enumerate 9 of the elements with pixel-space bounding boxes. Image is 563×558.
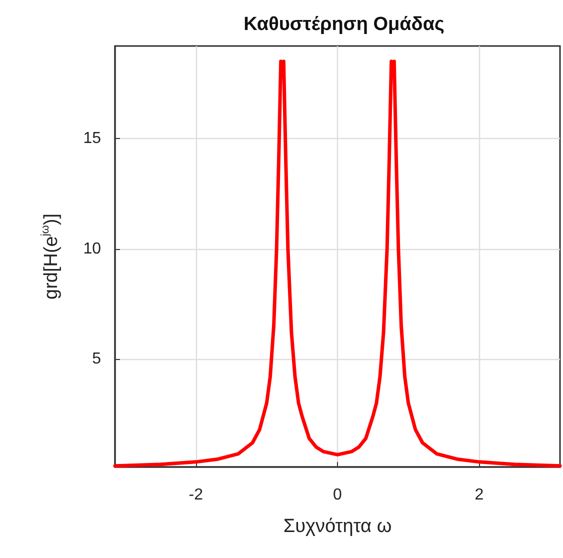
x-axis-title: Συχνότητα ω — [283, 516, 392, 537]
x-tick-label: 0 — [333, 486, 342, 504]
y-tick-label: 15 — [83, 130, 102, 148]
x-tick-label: 2 — [474, 486, 484, 504]
y-axis-title: grd[H(ejω)] — [40, 214, 62, 300]
y-tick-label: 5 — [92, 350, 102, 368]
x-tick-label: -2 — [188, 486, 204, 504]
chart-title: Καθυστέρηση Ομάδας — [244, 14, 444, 35]
y-tick-label: 10 — [83, 240, 102, 258]
